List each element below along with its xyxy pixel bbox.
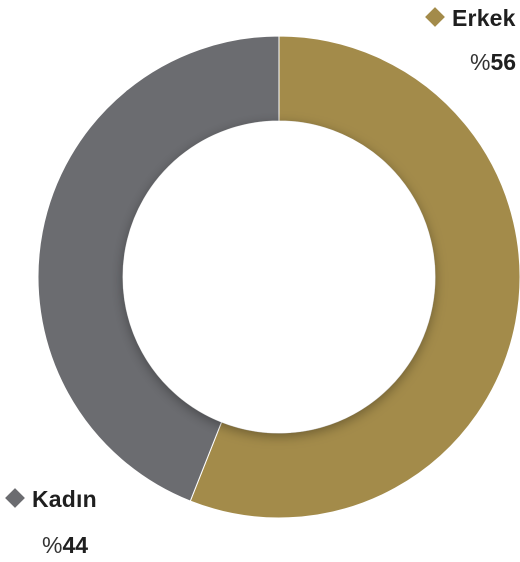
data-label-kadin: %44 xyxy=(42,532,88,559)
diamond-marker-icon xyxy=(5,488,25,508)
data-label-erkek-value: 56 xyxy=(490,49,517,75)
legend-item-kadin: Kadın xyxy=(5,486,97,513)
data-label-kadin-value: 44 xyxy=(62,532,89,558)
legend-item-erkek: Erkek xyxy=(425,5,516,32)
percent-sign: % xyxy=(42,532,63,558)
donut-hole xyxy=(123,121,435,433)
data-label-erkek: %56 xyxy=(470,49,516,76)
legend-label-erkek: Erkek xyxy=(452,5,516,31)
diamond-marker-icon xyxy=(425,7,445,27)
legend-label-kadin: Kadın xyxy=(32,486,97,512)
percent-sign: % xyxy=(470,49,491,75)
